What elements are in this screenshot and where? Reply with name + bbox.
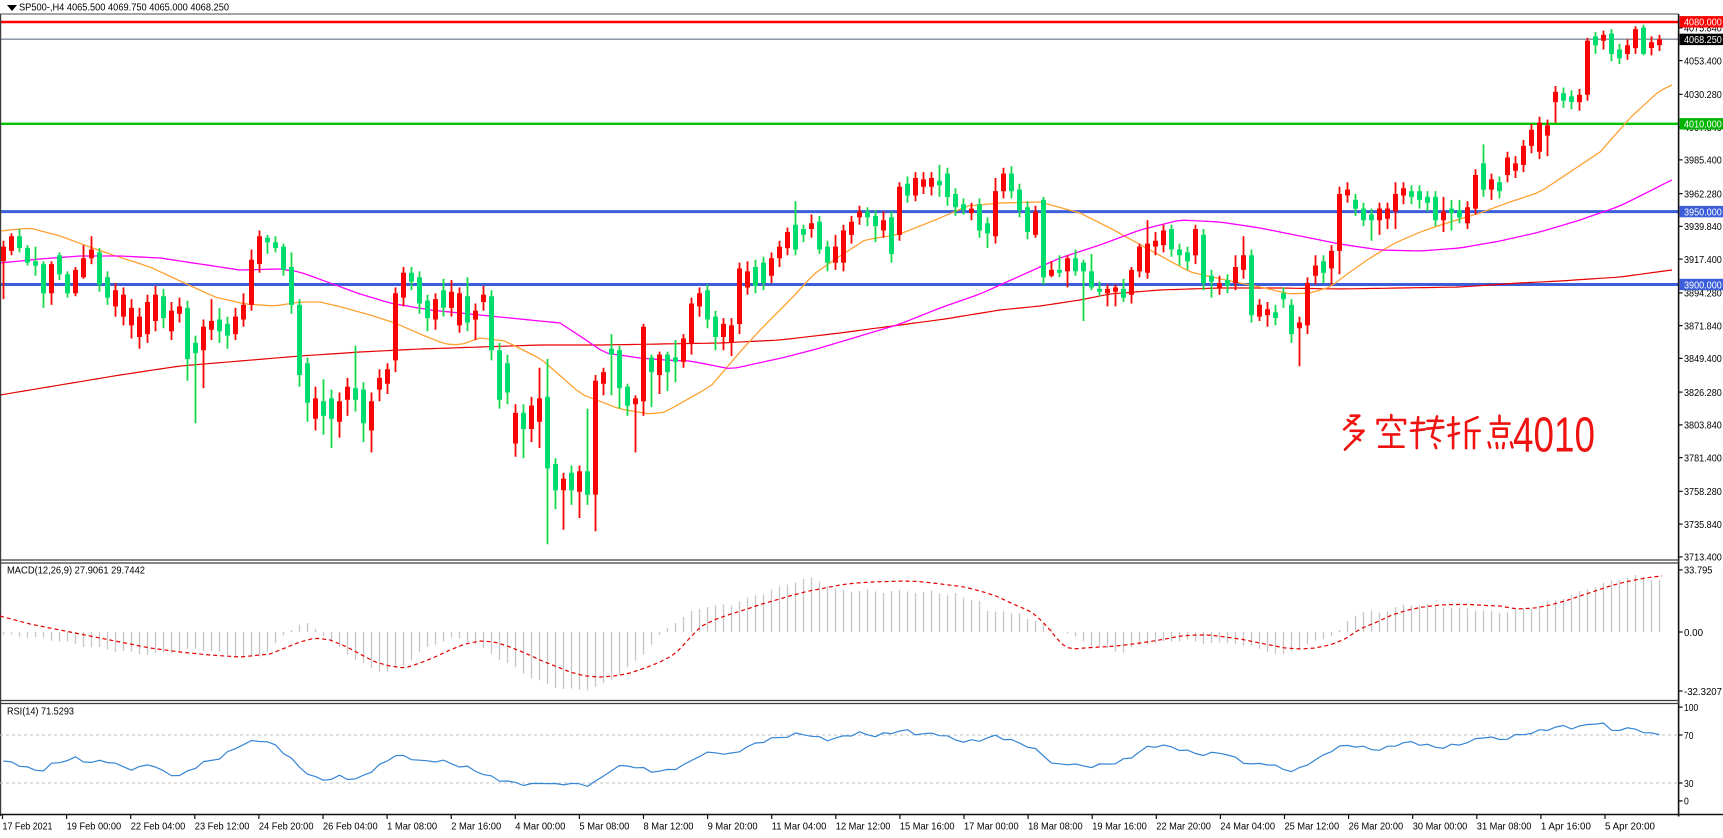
svg-text:33.795: 33.795	[1684, 565, 1713, 577]
svg-text:1 Apr 16:00: 1 Apr 16:00	[1541, 821, 1591, 833]
svg-text:3985.400: 3985.400	[1684, 155, 1722, 167]
svg-text:3803.840: 3803.840	[1684, 420, 1722, 432]
svg-text:MACD(12,26,9) 27.9061 29.7442: MACD(12,26,9) 27.9061 29.7442	[7, 565, 145, 577]
svg-text:22 Mar 20:00: 22 Mar 20:00	[1156, 821, 1211, 833]
svg-text:4068.250: 4068.250	[1684, 34, 1722, 46]
svg-text:5 Apr 20:00: 5 Apr 20:00	[1605, 821, 1655, 833]
svg-text:3917.400: 3917.400	[1684, 254, 1722, 266]
svg-text:26 Feb 04:00: 26 Feb 04:00	[323, 821, 378, 833]
svg-text:1 Mar 08:00: 1 Mar 08:00	[387, 821, 437, 833]
svg-text:4010: 4010	[1513, 409, 1595, 463]
svg-text:0.00: 0.00	[1684, 627, 1703, 639]
svg-text:24 Mar 04:00: 24 Mar 04:00	[1220, 821, 1275, 833]
svg-text:4075.840: 4075.840	[1684, 23, 1722, 35]
svg-text:22 Feb 04:00: 22 Feb 04:00	[131, 821, 186, 833]
svg-text:0: 0	[1684, 796, 1689, 808]
svg-text:26 Mar 20:00: 26 Mar 20:00	[1349, 821, 1404, 833]
svg-text:3758.280: 3758.280	[1684, 486, 1722, 498]
svg-text:17 Feb 2021: 17 Feb 2021	[3, 821, 53, 833]
svg-text:3713.400: 3713.400	[1684, 552, 1722, 564]
svg-text:30: 30	[1684, 778, 1694, 790]
svg-text:4080.000: 4080.000	[1684, 17, 1722, 29]
svg-text:25 Mar 12:00: 25 Mar 12:00	[1285, 821, 1340, 833]
svg-text:3781.400: 3781.400	[1684, 452, 1722, 464]
svg-text:70: 70	[1684, 730, 1694, 742]
svg-text:23 Feb 12:00: 23 Feb 12:00	[195, 821, 250, 833]
svg-text:3950.000: 3950.000	[1684, 206, 1722, 218]
svg-text:18 Mar 08:00: 18 Mar 08:00	[1028, 821, 1083, 833]
svg-text:3826.280: 3826.280	[1684, 387, 1722, 399]
svg-text:3900.000: 3900.000	[1684, 279, 1722, 291]
svg-text:RSI(14) 71.5293: RSI(14) 71.5293	[7, 706, 74, 718]
svg-text:3849.400: 3849.400	[1684, 353, 1722, 365]
svg-text:3939.840: 3939.840	[1684, 221, 1722, 233]
svg-text:4 Mar 00:00: 4 Mar 00:00	[515, 821, 565, 833]
svg-text:17 Mar 00:00: 17 Mar 00:00	[964, 821, 1019, 833]
svg-text:15 Mar 16:00: 15 Mar 16:00	[900, 821, 955, 833]
svg-text:2 Mar 16:00: 2 Mar 16:00	[451, 821, 501, 833]
svg-text:3894.280: 3894.280	[1684, 288, 1722, 300]
svg-text:31 Mar 08:00: 31 Mar 08:00	[1477, 821, 1532, 833]
svg-text:4030.280: 4030.280	[1684, 89, 1722, 101]
svg-text:100: 100	[1684, 702, 1698, 714]
svg-text:12 Mar 12:00: 12 Mar 12:00	[836, 821, 891, 833]
svg-text:4010.000: 4010.000	[1684, 119, 1722, 131]
svg-text:3735.840: 3735.840	[1684, 519, 1722, 531]
svg-text:9 Mar 20:00: 9 Mar 20:00	[708, 821, 758, 833]
svg-text:11 Mar 04:00: 11 Mar 04:00	[772, 821, 827, 833]
svg-text:8 Mar 12:00: 8 Mar 12:00	[644, 821, 694, 833]
svg-text:3871.840: 3871.840	[1684, 320, 1722, 332]
svg-text:SP500-,H4 4065.500 4069.750 4: SP500-,H4 4065.500 4069.750 4065.000 406…	[19, 2, 229, 14]
svg-text:-32.3207: -32.3207	[1684, 686, 1722, 698]
svg-text:4053.400: 4053.400	[1684, 55, 1722, 67]
svg-text:3962.280: 3962.280	[1684, 188, 1722, 200]
svg-text:24 Feb 20:00: 24 Feb 20:00	[259, 821, 314, 833]
svg-text:5 Mar 08:00: 5 Mar 08:00	[579, 821, 629, 833]
svg-text:19 Feb 00:00: 19 Feb 00:00	[67, 821, 122, 833]
svg-text:30 Mar 00:00: 30 Mar 00:00	[1413, 821, 1468, 833]
svg-text:19 Mar 16:00: 19 Mar 16:00	[1092, 821, 1147, 833]
